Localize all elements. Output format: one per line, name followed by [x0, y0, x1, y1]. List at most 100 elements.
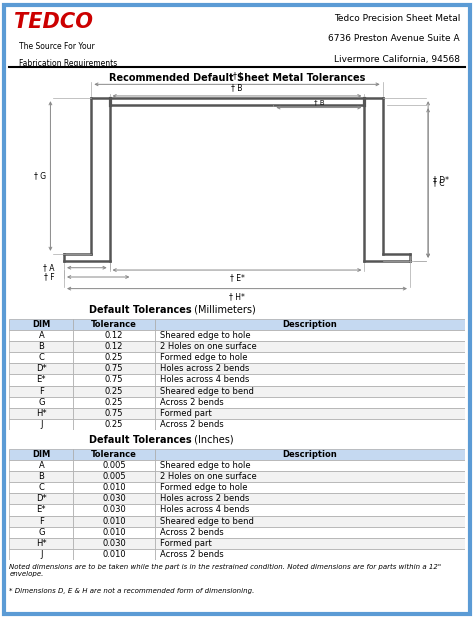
Bar — [155, 527, 465, 538]
Text: † B: † B — [314, 99, 324, 105]
Text: Sheared edge to hole: Sheared edge to hole — [160, 331, 250, 340]
Text: 0.25: 0.25 — [105, 398, 123, 407]
Bar — [73, 504, 155, 516]
Bar — [9, 460, 73, 471]
Text: (Inches): (Inches) — [191, 435, 234, 444]
Bar — [155, 482, 465, 493]
Text: Holes across 4 bends: Holes across 4 bends — [160, 376, 249, 384]
Text: 2 Holes on one surface: 2 Holes on one surface — [160, 342, 256, 351]
Bar — [155, 419, 465, 430]
Text: * Dimensions D, E & H are not a recommended form of dimensioning.: * Dimensions D, E & H are not a recommen… — [9, 588, 255, 594]
Bar — [155, 397, 465, 408]
Bar — [73, 460, 155, 471]
Text: DIM: DIM — [32, 319, 50, 329]
Bar — [73, 419, 155, 430]
Bar — [9, 363, 73, 374]
Text: Livermore California, 94568: Livermore California, 94568 — [334, 55, 460, 64]
Bar — [73, 319, 155, 330]
Bar — [155, 538, 465, 549]
Text: Default Tolerances: Default Tolerances — [89, 305, 191, 314]
Bar — [73, 386, 155, 397]
Text: 0.75: 0.75 — [105, 365, 123, 373]
Bar — [155, 504, 465, 516]
Text: Holes across 2 bends: Holes across 2 bends — [160, 495, 249, 503]
Text: A: A — [38, 461, 44, 470]
Text: † G: † G — [34, 171, 46, 181]
Bar — [73, 527, 155, 538]
Bar — [9, 408, 73, 419]
Text: 0.010: 0.010 — [102, 528, 126, 537]
Text: Across 2 bends: Across 2 bends — [160, 420, 223, 429]
Text: Sheared edge to bend: Sheared edge to bend — [160, 387, 254, 396]
Text: 0.005: 0.005 — [102, 472, 126, 481]
Bar — [155, 460, 465, 471]
Text: † D*: † D* — [433, 175, 449, 184]
Text: † E*: † E* — [229, 274, 245, 282]
Text: (Millimeters): (Millimeters) — [191, 305, 256, 314]
Bar — [73, 482, 155, 493]
Bar — [155, 352, 465, 363]
Text: 0.25: 0.25 — [105, 387, 123, 396]
Bar — [9, 549, 73, 560]
Text: 0.010: 0.010 — [102, 483, 126, 492]
Bar — [9, 504, 73, 516]
Bar — [9, 374, 73, 386]
Bar — [9, 386, 73, 397]
Text: J: J — [40, 420, 43, 429]
Bar — [73, 397, 155, 408]
Bar — [155, 386, 465, 397]
Text: Across 2 bends: Across 2 bends — [160, 398, 223, 407]
Text: G: G — [38, 398, 45, 407]
Text: The Source For Your: The Source For Your — [18, 41, 94, 51]
Text: 6736 Preston Avenue Suite A: 6736 Preston Avenue Suite A — [328, 34, 460, 43]
Bar — [9, 341, 73, 352]
Text: TEDCO: TEDCO — [14, 12, 93, 32]
Text: † B: † B — [231, 84, 243, 92]
Bar — [73, 341, 155, 352]
Text: F: F — [39, 387, 44, 396]
Text: † C: † C — [433, 178, 444, 188]
Bar — [9, 352, 73, 363]
Text: 0.25: 0.25 — [105, 420, 123, 429]
Bar — [73, 493, 155, 504]
Bar — [9, 319, 73, 330]
Text: † A: † A — [44, 263, 55, 272]
Text: 0.12: 0.12 — [105, 331, 123, 340]
Text: 0.005: 0.005 — [102, 461, 126, 470]
Text: Formed part: Formed part — [160, 409, 211, 418]
Bar — [155, 449, 465, 460]
Text: DIM: DIM — [32, 449, 50, 459]
Text: C: C — [38, 483, 44, 492]
Text: Holes across 2 bends: Holes across 2 bends — [160, 365, 249, 373]
Text: Across 2 bends: Across 2 bends — [160, 550, 223, 559]
Bar — [73, 408, 155, 419]
Text: Tolerance: Tolerance — [91, 449, 137, 459]
Text: E*: E* — [36, 376, 46, 384]
Bar — [9, 419, 73, 430]
Bar — [155, 374, 465, 386]
Text: Formed edge to hole: Formed edge to hole — [160, 483, 247, 492]
Bar — [73, 471, 155, 482]
Text: E*: E* — [36, 506, 46, 514]
Bar — [9, 330, 73, 341]
Text: Tedco Precision Sheet Metal: Tedco Precision Sheet Metal — [334, 14, 460, 23]
Text: B: B — [38, 472, 44, 481]
Text: C: C — [38, 353, 44, 362]
Text: 0.030: 0.030 — [102, 495, 126, 503]
Text: 0.010: 0.010 — [102, 550, 126, 559]
Bar — [73, 363, 155, 374]
Bar — [73, 330, 155, 341]
Bar — [9, 449, 73, 460]
Text: 0.75: 0.75 — [105, 376, 123, 384]
Bar — [9, 471, 73, 482]
Text: Across 2 bends: Across 2 bends — [160, 528, 223, 537]
Bar — [73, 538, 155, 549]
Bar — [155, 363, 465, 374]
Text: Fabrication Requirements: Fabrication Requirements — [18, 59, 117, 69]
Bar — [155, 330, 465, 341]
Text: D*: D* — [36, 365, 47, 373]
Text: A: A — [38, 331, 44, 340]
Bar — [155, 408, 465, 419]
Text: Tolerance: Tolerance — [91, 319, 137, 329]
Text: Default Tolerances: Default Tolerances — [89, 435, 191, 444]
